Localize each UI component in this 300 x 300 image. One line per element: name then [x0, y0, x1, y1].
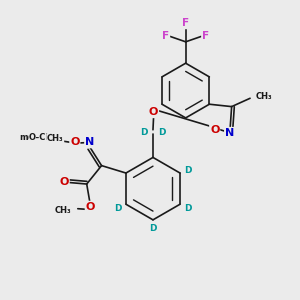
- Text: N: N: [85, 137, 94, 147]
- Text: D: D: [114, 204, 122, 213]
- Text: O: O: [149, 107, 158, 117]
- Text: F: F: [202, 32, 209, 41]
- Text: O: O: [85, 202, 95, 212]
- Text: CH₃: CH₃: [256, 92, 273, 101]
- Text: D: D: [158, 128, 166, 137]
- Text: O: O: [59, 177, 69, 187]
- Text: F: F: [162, 32, 169, 41]
- Text: CH₃: CH₃: [54, 206, 71, 215]
- Text: CH₃: CH₃: [47, 134, 64, 143]
- Text: D: D: [184, 204, 192, 213]
- Text: D: D: [140, 128, 148, 137]
- Text: N: N: [225, 128, 234, 138]
- Text: O: O: [210, 125, 219, 135]
- Text: F: F: [182, 18, 189, 28]
- Text: O–CH₃: O–CH₃: [29, 134, 57, 142]
- Text: O: O: [70, 137, 80, 147]
- Text: methyl: methyl: [20, 134, 52, 142]
- Text: D: D: [184, 166, 192, 175]
- Text: D: D: [149, 224, 157, 233]
